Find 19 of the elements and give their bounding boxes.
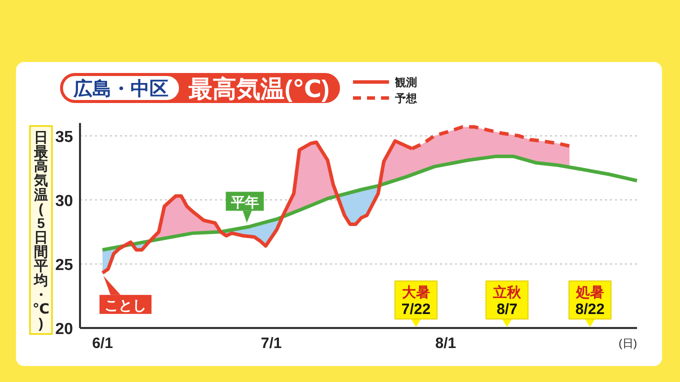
- chart-subtitle: 広島・中区: [72, 78, 168, 100]
- y-tick-label: 30: [55, 192, 74, 210]
- y-tick-label: 25: [55, 256, 74, 274]
- annotation: ことし: [104, 296, 147, 313]
- y-tick-label: 35: [55, 128, 74, 146]
- annotation: 大暑 7/22: [401, 284, 431, 318]
- x-tick-label: 8/1: [435, 335, 456, 352]
- x-tick-label: 7/1: [260, 335, 282, 352]
- y-tick-label: 20: [55, 321, 74, 338]
- annotation: 平年: [230, 194, 259, 210]
- text: 日最高気温(5日間平均・℃): [32, 129, 50, 331]
- annotation: 処暑 8/22: [575, 284, 605, 318]
- legend-label: 予想: [394, 92, 418, 105]
- chart-title: 最高気温(℃): [187, 75, 330, 103]
- annotation: 立秋 8/7: [492, 284, 522, 318]
- line-series: [100, 154, 639, 252]
- x-axis-title: (日): [618, 338, 637, 350]
- x-tick-label: 6/1: [92, 335, 113, 352]
- legend-label: 観測: [394, 76, 417, 89]
